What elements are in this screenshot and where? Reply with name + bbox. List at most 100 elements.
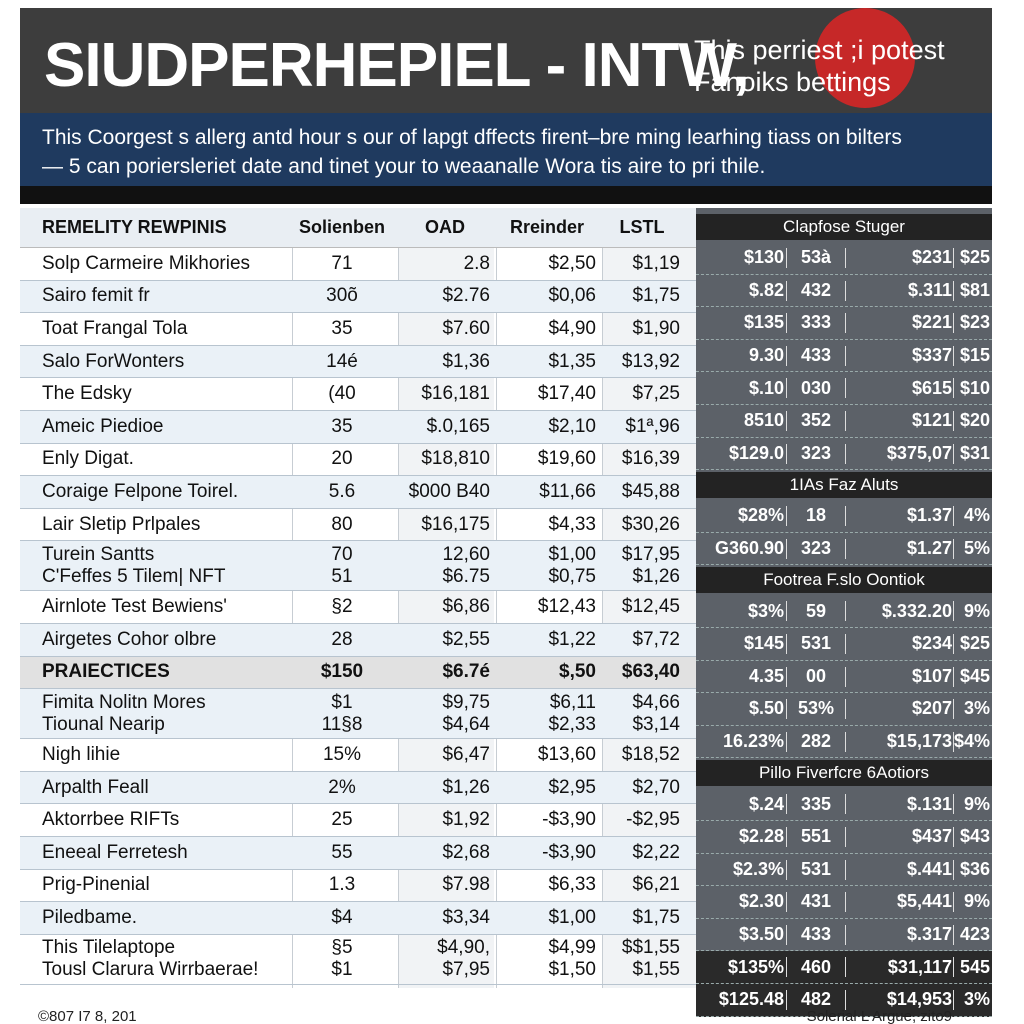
panel-separator [845, 538, 846, 559]
panel-cell: 9.30 [748, 345, 784, 366]
table-cell: 35 [331, 317, 353, 339]
panel-cell: $3.50 [738, 924, 784, 945]
cell-line: $7,95 [442, 959, 490, 981]
table-cell: $12,45 [621, 596, 680, 618]
table-cell: $16,39 [621, 448, 680, 470]
table-body: Solp Carmeire Mikhories 71 2.8 $2,50 $1,19 Sa… [20, 248, 696, 985]
table-cell: $7,25 [632, 383, 680, 405]
table-cell: $6,86 [442, 596, 490, 618]
panel-cell: $3% [747, 600, 784, 621]
table-row: Lair Sletip Prlpales 80 $16,175 $4,33 $30,26 [20, 509, 696, 542]
table-row: Sairo femit fr 30õ $2.76 $0,06 $1,75 [20, 280, 696, 314]
column-header: LSTL [619, 217, 665, 237]
table-cell: $6,47 [442, 743, 490, 765]
panel-row: $.82 432 $.311 $81 [696, 275, 992, 308]
panel-separator [953, 538, 954, 559]
table-cell: $0,06 [548, 285, 596, 307]
table-cell: Sairo femit fr [42, 285, 150, 307]
panel-separator [786, 990, 787, 1010]
table-cell: $19,60 [537, 448, 596, 470]
column-divider [602, 208, 603, 988]
table-cell: 20 [331, 448, 353, 470]
column-header: Solienben [298, 217, 385, 237]
table-cell: $16,175 [421, 513, 490, 535]
table-cell: 35 [331, 415, 353, 437]
panel-cell: 9% [963, 793, 990, 814]
table-cell: $1,36 [442, 350, 490, 372]
table-cell: $17,95 $1,26 [604, 541, 680, 590]
table-cell: $18,810 [421, 448, 490, 470]
panel-separator [845, 443, 846, 464]
cell-line: $1,26 [632, 565, 680, 587]
panel-cell: 531 [800, 858, 832, 879]
panel-separator [786, 378, 787, 399]
table-cell: $2.76 [442, 285, 490, 307]
panel-separator [786, 634, 787, 654]
table-cell: Coraige Felpone Toirel. [42, 480, 239, 502]
section-row: PRAIECTICES $150 $6.7é $,50 $63,40 [20, 656, 696, 690]
table-cell: 5.6 [328, 480, 356, 502]
panel-cell: $25 [959, 633, 990, 654]
panel-row: 8510 352 $121 $20 [696, 405, 992, 438]
panel-cell: 551 [800, 826, 832, 847]
panel-cell: $.24 [748, 793, 784, 814]
panel-cell: 8510 [743, 410, 784, 431]
panel-section-title: Footrea F.slo Oontiok [696, 567, 992, 594]
table-row: Enly Digat. 20 $18,810 $19,60 $16,39 [20, 444, 696, 477]
panel-separator [786, 794, 787, 815]
panel-cell: $107 [911, 665, 952, 686]
panel-separator [953, 957, 954, 978]
panel-separator [845, 731, 846, 752]
pricing-table: REMELITY REWPINIS Solienben OAD Rreinder… [20, 208, 696, 985]
table-cell: Prig-Pinenial [42, 874, 150, 896]
panel-separator [953, 411, 954, 431]
cell-line: $$1,55 [621, 937, 680, 959]
table-row: The Edsky (40 $16,181 $17,40 $7,25 [20, 378, 696, 411]
panel-separator [953, 731, 954, 752]
panel-cell: 16.23% [722, 731, 784, 752]
cell-line: $3,14 [632, 713, 680, 735]
panel-separator [953, 924, 954, 945]
footer-credit: Solerial L Argue, zito9 [806, 1008, 952, 1024]
panel-section-title: Clapfose Stuger [696, 214, 992, 240]
table-cell: $12,43 [537, 596, 596, 618]
panel-cell: 59 [805, 600, 827, 621]
panel-cell: 433 [800, 345, 832, 366]
cell-line: Tiounal Nearip [42, 713, 165, 735]
panel-cell: $129.0 [728, 442, 784, 463]
table-cell: 25 [331, 809, 353, 831]
table-cell: 1.3 [328, 874, 356, 896]
panel-row: 16.23% 282 $15,173 $4% [696, 726, 992, 759]
panel-separator [845, 313, 846, 334]
panel-cell: 3% [963, 698, 990, 719]
panel-separator [786, 248, 787, 268]
panel-cell: $36 [959, 858, 990, 879]
panel-row: $.50 53% $207 3% [696, 693, 992, 726]
panel-separator [845, 280, 846, 301]
table-cell: $4,90 [548, 317, 596, 339]
table-cell: Toat Frangal Tola [42, 317, 188, 339]
cell-line: This Tilelaptope [42, 937, 176, 959]
table-cell: $150 [320, 661, 364, 683]
column-divider [496, 208, 497, 988]
table-cell: Piledbame. [42, 906, 138, 928]
table-cell: $4,99 $1,50 [498, 935, 596, 984]
panel-cell: $145 [743, 633, 784, 654]
panel-separator [786, 731, 787, 752]
panel-cell: $20 [959, 410, 990, 431]
cell-line: $1 [331, 691, 353, 713]
panel-separator [845, 924, 846, 945]
cell-line: Turein Santts [42, 543, 155, 565]
panel-row: 9.30 433 $337 $15 [696, 340, 992, 373]
panel-row: $2.30 431 $5,441 9% [696, 886, 992, 919]
cell-line: $17,95 [621, 543, 680, 565]
panel-separator [786, 506, 787, 527]
cell-line: $1,55 [632, 959, 680, 981]
table-cell: Nigh lihie [42, 743, 121, 765]
panel-cell: 352 [800, 410, 832, 431]
panel-cell: 335 [800, 793, 832, 814]
panel-separator [953, 634, 954, 654]
intro-line-1: This Coorgest s allerg antd hour s our o… [42, 126, 902, 149]
table-cell: $4 [331, 906, 353, 928]
table-cell: 2.8 [463, 252, 490, 274]
